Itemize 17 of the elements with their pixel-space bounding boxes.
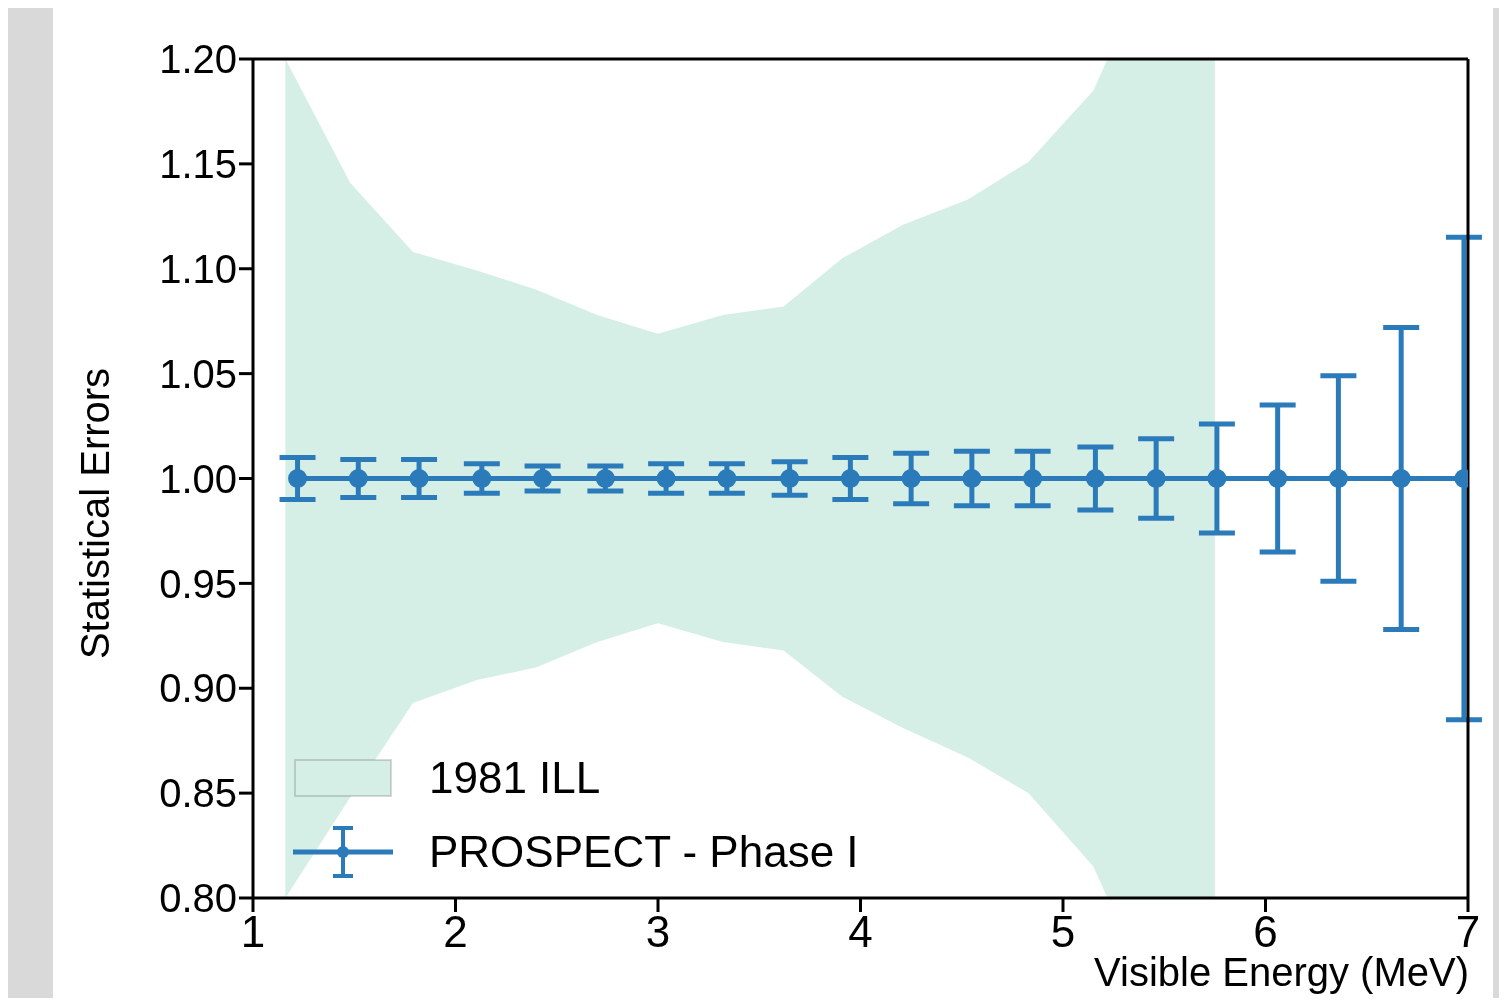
y-tick-label: 1.00 xyxy=(159,456,237,501)
legend-label: PROSPECT - Phase I xyxy=(429,827,859,877)
y-axis-title: Statistical Errors xyxy=(73,367,119,659)
y-tick-label: 0.85 xyxy=(159,771,237,816)
y-tick-label: 1.10 xyxy=(159,246,237,291)
x-tick-label: 3 xyxy=(645,907,671,957)
y-tick-label: 0.80 xyxy=(159,876,237,921)
y-tick-label: 1.05 xyxy=(159,351,237,396)
x-tick-label: 5 xyxy=(1050,907,1076,957)
x-tick-label: 2 xyxy=(443,907,468,957)
y-tick-label: 0.90 xyxy=(159,666,237,711)
x-tick-label: 1 xyxy=(240,907,266,957)
legend-label: 1981 ILL xyxy=(429,753,601,803)
y-tick-label: 1.15 xyxy=(159,142,237,187)
y-tick-label: 0.95 xyxy=(159,561,237,606)
y-tick-label: 1.20 xyxy=(159,37,237,82)
x-tick-label: 4 xyxy=(848,907,873,957)
